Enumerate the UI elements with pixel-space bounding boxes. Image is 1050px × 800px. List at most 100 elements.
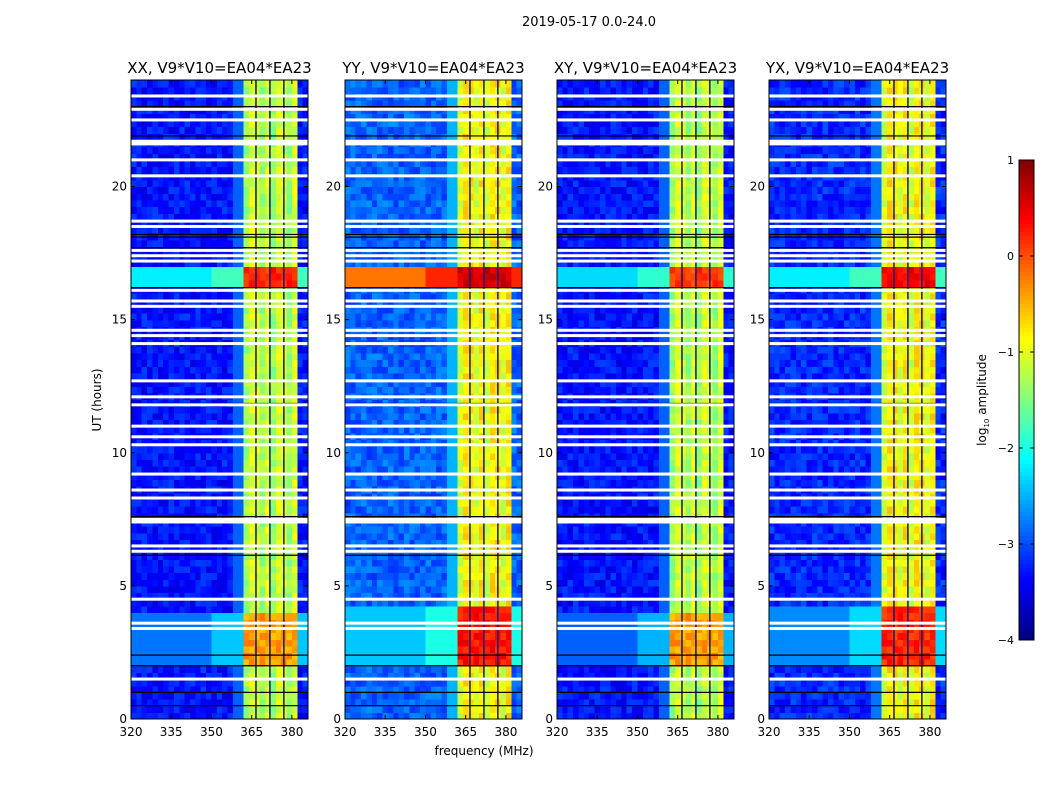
- heatmap-cell: [345, 699, 351, 707]
- heatmap-cell: [302, 645, 309, 654]
- heatmap-cell: [243, 179, 250, 188]
- heatmap-cell: [249, 266, 255, 274]
- heatmap-cell: [270, 379, 277, 387]
- heatmap-cell: [500, 605, 507, 614]
- heatmap-cell: [222, 193, 229, 201]
- heatmap-cell: [468, 705, 475, 713]
- heatmap-cell: [398, 479, 405, 487]
- heatmap-cell: [141, 226, 148, 234]
- heatmap-cell: [473, 712, 480, 720]
- heatmap-cell: [425, 592, 432, 600]
- heatmap-cell: [291, 206, 298, 214]
- heatmap-cell: [249, 552, 255, 560]
- heatmap-cell: [393, 499, 400, 507]
- heatmap-cell: [366, 692, 373, 700]
- heatmap-cell: [398, 532, 405, 540]
- heatmap-cell: [446, 526, 453, 534]
- heatmap-cell: [254, 153, 261, 161]
- heatmap-cell: [265, 299, 272, 307]
- heatmap-cell: [302, 199, 309, 208]
- heatmap-cell: [297, 319, 304, 327]
- flagged-time-row: [131, 443, 308, 447]
- heatmap-cell: [463, 612, 469, 620]
- heatmap-cell: [409, 659, 416, 667]
- heatmap-cell: [511, 685, 518, 693]
- heatmap-cell: [227, 452, 234, 461]
- heatmap-cell: [259, 552, 266, 560]
- heatmap-cell: [463, 412, 469, 421]
- heatmap-cell: [163, 685, 170, 693]
- heatmap-cell: [270, 406, 277, 414]
- heatmap-cell: [259, 366, 266, 374]
- heatmap-cell: [141, 605, 148, 614]
- heatmap-cell: [500, 479, 507, 487]
- heatmap-cell: [179, 472, 186, 480]
- heatmap-cell: [366, 539, 373, 547]
- heatmap-cell: [275, 86, 282, 94]
- heatmap-cell: [259, 645, 266, 654]
- heatmap-cell: [441, 386, 448, 394]
- heatmap-cell: [179, 266, 186, 274]
- heatmap-cell: [216, 652, 223, 660]
- heatmap-cell: [141, 153, 148, 161]
- heatmap-cell: [479, 659, 486, 667]
- heatmap-cell: [350, 379, 357, 387]
- heatmap-cell: [147, 452, 154, 461]
- heatmap-cell: [297, 266, 304, 274]
- heatmap-cell: [131, 419, 137, 427]
- heatmap-cell: [350, 712, 357, 720]
- heatmap-cell: [387, 479, 394, 487]
- heatmap-cell: [136, 412, 143, 421]
- heatmap-cell: [479, 406, 486, 414]
- heatmap-cell: [232, 126, 239, 134]
- heatmap-cell: [387, 539, 394, 547]
- heatmap-cell: [232, 472, 239, 480]
- heatmap-cell: [157, 426, 164, 434]
- heatmap-cell: [387, 386, 394, 394]
- heatmap-cell: [211, 259, 218, 267]
- heatmap-cell: [184, 419, 191, 427]
- heatmap-cell: [249, 273, 255, 281]
- heatmap-cell: [152, 705, 159, 713]
- heatmap-cell: [243, 672, 250, 680]
- heatmap-cell: [286, 499, 293, 507]
- heatmap-cell: [489, 499, 496, 507]
- heatmap-cell: [286, 692, 293, 700]
- heatmap-cell: [457, 446, 464, 454]
- heatmap-cell: [141, 186, 148, 194]
- heatmap-cell: [355, 412, 362, 421]
- heatmap-cell: [430, 699, 437, 707]
- heatmap-cell: [457, 612, 464, 620]
- heatmap-cell: [516, 532, 523, 540]
- heatmap-cell: [270, 313, 277, 321]
- heatmap-cell: [409, 612, 416, 620]
- heatmap-cell: [179, 645, 186, 654]
- heatmap-cell: [500, 685, 507, 693]
- heatmap-cell: [425, 532, 432, 540]
- heatmap-cell: [479, 665, 486, 674]
- heatmap-cell: [211, 685, 218, 693]
- heatmap-cell: [168, 545, 175, 554]
- heatmap-cell: [291, 186, 298, 194]
- heatmap-cell: [141, 379, 148, 387]
- heatmap-cell: [179, 572, 186, 580]
- heatmap-cell: [371, 386, 378, 394]
- heatmap-cell: [227, 213, 234, 221]
- heatmap-cell: [404, 506, 410, 514]
- heatmap-cell: [173, 452, 180, 461]
- heatmap-cell: [265, 605, 272, 614]
- heatmap-cell: [200, 446, 207, 454]
- heatmap-cell: [136, 159, 143, 168]
- heatmap-cell: [173, 679, 180, 687]
- heatmap-cell: [179, 532, 186, 540]
- heatmap-cell: [259, 100, 266, 108]
- heatmap-cell: [468, 559, 475, 567]
- heatmap-cell: [195, 179, 202, 188]
- flagged-time-row: [131, 107, 308, 111]
- heatmap-cell: [184, 319, 191, 327]
- heatmap-cell: [366, 426, 373, 434]
- heatmap-cell: [441, 712, 448, 720]
- heatmap-cell: [157, 479, 164, 487]
- heatmap-cell: [350, 552, 357, 560]
- heatmap-cell: [286, 186, 293, 194]
